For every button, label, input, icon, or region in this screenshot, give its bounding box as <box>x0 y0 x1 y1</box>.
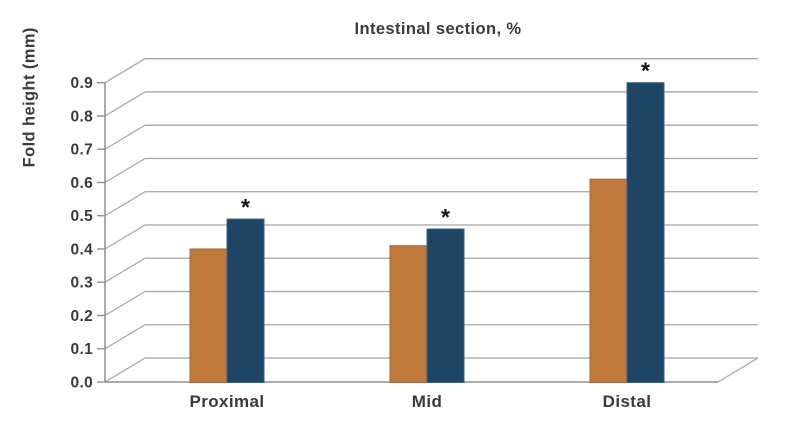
grid-depth-diagonal <box>104 191 146 217</box>
bar-proximal-series-1-orange <box>189 248 228 383</box>
x-category-label-proximal: Proximal <box>189 392 264 411</box>
y-tick-label: 0.6 <box>71 175 94 192</box>
grid-depth-diagonal <box>104 357 146 383</box>
y-axis-title: Fold height (mm) <box>20 27 39 168</box>
x-category-label-mid: Mid <box>412 392 442 411</box>
y-tick-label: 0.9 <box>71 75 94 92</box>
grid-depth-diagonal <box>104 290 146 317</box>
chart-title: Intestinal section, % <box>354 20 522 38</box>
significance-asterisk: * <box>241 194 250 220</box>
significance-asterisk: * <box>641 58 650 84</box>
y-tick-label: 0.4 <box>71 241 94 258</box>
y-tick-label: 0.8 <box>71 108 94 125</box>
bar-distal-series-1-orange <box>589 178 628 383</box>
y-tick-label: 0.3 <box>71 275 94 292</box>
y-axis-title-wrap: Fold height (mm) <box>0 0 39 428</box>
grid-depth-diagonal <box>104 257 146 283</box>
y-tick-label: 0.2 <box>71 308 93 325</box>
bar-proximal-series-2-blue <box>226 218 265 383</box>
grid-depth-diagonal <box>104 324 146 350</box>
y-tick-label: 0.1 <box>71 341 94 358</box>
bar-distal-series-2-blue <box>626 82 665 383</box>
floor-right-diagonal <box>717 357 759 383</box>
grid-depth-diagonal <box>104 157 146 183</box>
x-category-label-distal: Distal <box>603 392 652 411</box>
grid-depth-diagonal <box>104 91 146 117</box>
y-tick-label: 0.5 <box>71 208 94 225</box>
grid-depth-diagonal <box>104 224 146 250</box>
significance-asterisk: * <box>441 204 450 230</box>
grid-depth-diagonal <box>104 124 146 150</box>
y-tick-label: 0.7 <box>71 142 93 159</box>
y-tick-label: 0.0 <box>71 375 93 392</box>
bar-mid-series-2-blue <box>426 228 465 383</box>
grid-depth-diagonal <box>104 58 146 84</box>
bar-mid-series-1-orange <box>389 245 428 383</box>
